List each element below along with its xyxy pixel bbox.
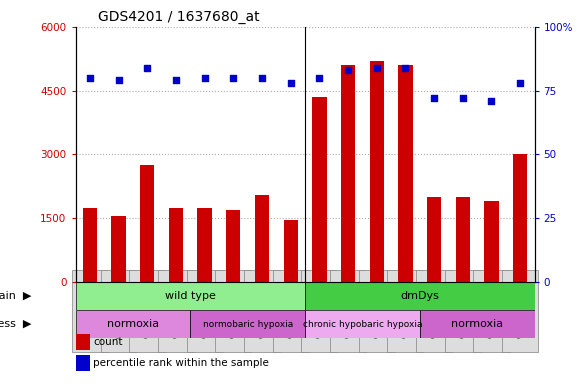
Point bbox=[200, 75, 209, 81]
Y-axis label: strain  ▶: strain ▶ bbox=[0, 291, 31, 301]
Bar bbox=[198, 207, 212, 282]
Point bbox=[142, 65, 152, 71]
Point bbox=[171, 77, 181, 83]
Bar bbox=[398, 65, 413, 282]
FancyBboxPatch shape bbox=[76, 310, 191, 338]
Point bbox=[343, 67, 353, 73]
Bar bbox=[341, 65, 355, 282]
Point bbox=[315, 75, 324, 81]
FancyBboxPatch shape bbox=[191, 310, 305, 338]
Bar bbox=[284, 220, 298, 282]
Text: GDS4201 / 1637680_at: GDS4201 / 1637680_at bbox=[99, 10, 260, 25]
Point bbox=[229, 75, 238, 81]
Text: dmDys: dmDys bbox=[400, 291, 439, 301]
Text: normoxia: normoxia bbox=[107, 319, 159, 329]
Bar bbox=[140, 165, 155, 282]
Text: percentile rank within the sample: percentile rank within the sample bbox=[93, 358, 269, 368]
FancyBboxPatch shape bbox=[305, 282, 535, 310]
Bar bbox=[226, 210, 241, 282]
Bar bbox=[513, 154, 528, 282]
Text: normobaric hypoxia: normobaric hypoxia bbox=[203, 319, 293, 329]
Point bbox=[257, 75, 267, 81]
FancyBboxPatch shape bbox=[76, 282, 305, 310]
Point bbox=[114, 77, 123, 83]
Bar bbox=[168, 207, 183, 282]
Bar bbox=[427, 197, 442, 282]
Point bbox=[85, 75, 95, 81]
Y-axis label: stress  ▶: stress ▶ bbox=[0, 319, 31, 329]
Point bbox=[372, 65, 381, 71]
Text: chronic hypobaric hypoxia: chronic hypobaric hypoxia bbox=[303, 319, 422, 329]
Text: normoxia: normoxia bbox=[451, 319, 503, 329]
Point bbox=[487, 98, 496, 104]
Point bbox=[429, 95, 439, 101]
Bar bbox=[83, 207, 97, 282]
Bar bbox=[485, 201, 498, 282]
Bar bbox=[370, 61, 384, 282]
Bar bbox=[456, 197, 470, 282]
FancyBboxPatch shape bbox=[305, 310, 420, 338]
Point bbox=[458, 95, 468, 101]
Text: count: count bbox=[93, 337, 123, 347]
FancyBboxPatch shape bbox=[420, 310, 535, 338]
Bar bbox=[312, 97, 327, 282]
Point bbox=[515, 80, 525, 86]
Point bbox=[401, 65, 410, 71]
Point bbox=[286, 80, 295, 86]
Bar bbox=[112, 216, 125, 282]
Text: wild type: wild type bbox=[165, 291, 216, 301]
Bar bbox=[255, 195, 269, 282]
